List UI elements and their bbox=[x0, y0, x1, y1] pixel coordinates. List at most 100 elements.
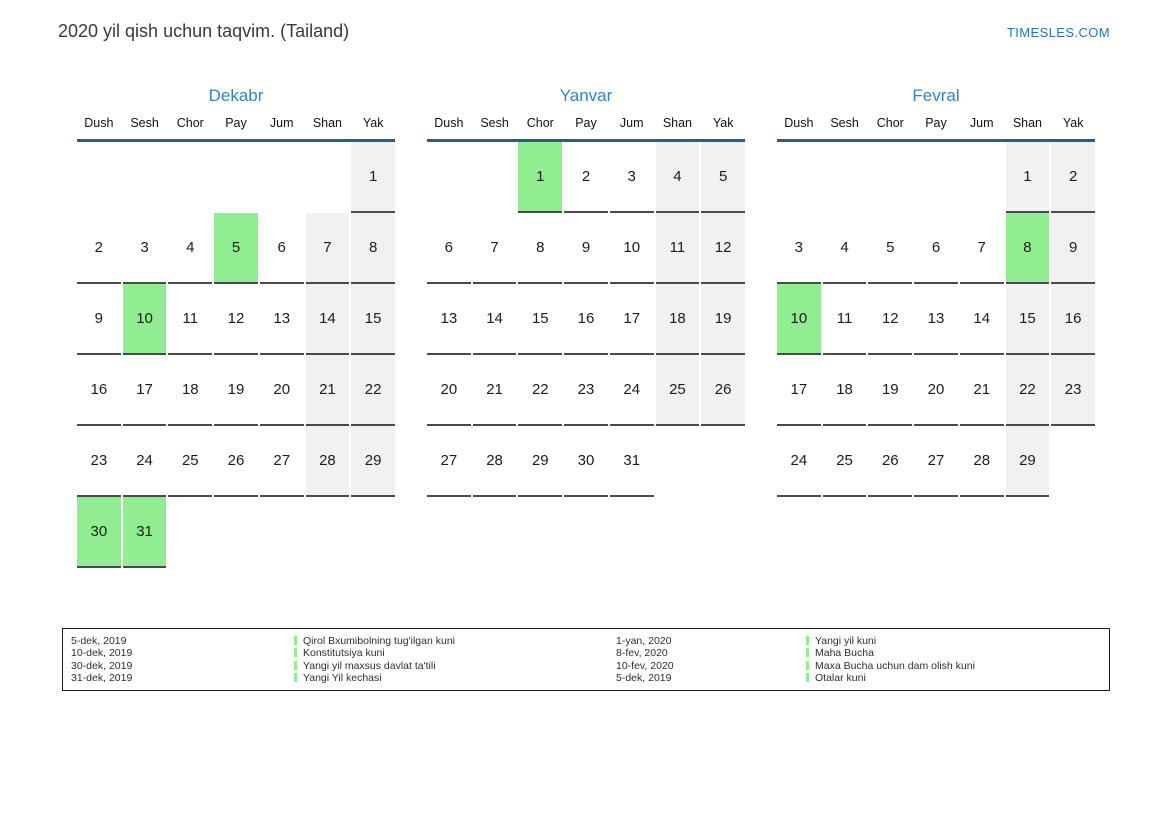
calendar-fevral: Fevral Dush Sesh Chor Pay Jum Shan Yak 1 2 3 4 5 6 7 8 9… bbox=[777, 85, 1095, 568]
legend-names-column: Qirol Bxumibolning tug'ilgan kuni Konstit… bbox=[294, 635, 616, 684]
day-cell: 28 bbox=[959, 426, 1004, 497]
day-cell: 16 bbox=[1051, 284, 1095, 355]
day-cell: 10 bbox=[609, 213, 654, 284]
day-cell: 22 bbox=[518, 355, 563, 426]
weekday-label: Chor bbox=[876, 116, 904, 130]
day-cell: 23 bbox=[77, 426, 121, 497]
day-cell: 26 bbox=[214, 426, 258, 497]
empty-cell bbox=[351, 497, 395, 568]
day-cell: 19 bbox=[868, 355, 913, 426]
calendars: Dekabr Dush Sesh Chor Pay Jum Shan Yak 1 2 3 4 5 6 7 8 9… bbox=[77, 85, 1095, 568]
weekday-header-row: Dush Sesh Chor Pay Jum Shan Yak bbox=[427, 116, 745, 142]
day-cell: 30 bbox=[564, 426, 608, 497]
site-link[interactable]: TIMESLES.COM bbox=[1006, 25, 1110, 40]
weekday-label: Jum bbox=[969, 116, 994, 130]
day-cell: 17 bbox=[777, 355, 821, 426]
weekday-label: Sesh bbox=[480, 116, 509, 130]
empty-cell bbox=[427, 142, 471, 213]
holiday-marker-icon bbox=[806, 648, 809, 658]
day-cell: 8 bbox=[351, 213, 395, 284]
weekday-label: Pay bbox=[925, 116, 947, 130]
day-cell: 14 bbox=[959, 284, 1004, 355]
legend-holiday-name: Maha Bucha bbox=[806, 647, 1109, 659]
empty-cell bbox=[960, 142, 1004, 213]
day-cell: 28 bbox=[305, 426, 350, 497]
day-cell: 15 bbox=[351, 284, 395, 355]
day-cell: 18 bbox=[168, 355, 213, 426]
day-cell: 23 bbox=[564, 355, 608, 426]
holiday-marker-icon bbox=[806, 660, 809, 670]
holiday-marker-icon bbox=[806, 635, 809, 645]
day-cell: 14 bbox=[472, 284, 517, 355]
weekday-label: Yak bbox=[1062, 116, 1084, 130]
legend-date: 10-dek, 2019 bbox=[71, 647, 133, 660]
holiday-marker-icon bbox=[294, 648, 297, 658]
legend-date: 10-fev, 2020 bbox=[616, 659, 674, 672]
day-cell: 18 bbox=[655, 284, 700, 355]
weekday-label: Yak bbox=[362, 116, 384, 130]
day-cell: 27 bbox=[914, 426, 958, 497]
day-cell: 5 bbox=[868, 213, 913, 284]
day-cell: 26 bbox=[701, 355, 745, 426]
legend-date: 5-dek, 2019 bbox=[616, 671, 672, 684]
day-cell: 1 bbox=[1005, 142, 1050, 213]
day-cell: 16 bbox=[77, 355, 121, 426]
day-cell: 20 bbox=[259, 355, 304, 426]
day-cell: 4 bbox=[655, 142, 700, 213]
empty-cell bbox=[214, 497, 258, 568]
day-cell: 6 bbox=[914, 213, 958, 284]
day-cell: 17 bbox=[122, 355, 167, 426]
empty-cell bbox=[473, 142, 517, 213]
weekday-header-row: Dush Sesh Chor Pay Jum Shan Yak bbox=[77, 116, 395, 142]
day-cell: 25 bbox=[655, 355, 700, 426]
calendar-dekabr: Dekabr Dush Sesh Chor Pay Jum Shan Yak 1 2 3 4 5 6 7 8 9… bbox=[77, 85, 395, 568]
weekday-label: Chor bbox=[526, 116, 554, 130]
month-title-fevral: Fevral bbox=[912, 86, 960, 105]
weekday-label: Shan bbox=[662, 116, 693, 130]
weekday-label: Shan bbox=[312, 116, 343, 130]
day-cell: 22 bbox=[351, 355, 395, 426]
day-cell: 12 bbox=[868, 284, 913, 355]
day-cell: 17 bbox=[609, 284, 654, 355]
legend: 5-dek, 2019 10-dek, 2019 30-dek, 2019 31-de… bbox=[62, 628, 1110, 691]
empty-cell bbox=[868, 142, 912, 213]
day-cell: 20 bbox=[914, 355, 958, 426]
day-cell: 13 bbox=[427, 284, 471, 355]
day-cell: 5 bbox=[214, 213, 258, 284]
month-title-dekabr: Dekabr bbox=[208, 86, 264, 105]
day-cell: 29 bbox=[1005, 426, 1050, 497]
day-cell: 15 bbox=[1005, 284, 1050, 355]
weekday-label: Pay bbox=[225, 116, 247, 130]
day-cell: 15 bbox=[518, 284, 563, 355]
day-cell: 19 bbox=[701, 284, 745, 355]
day-cell: 11 bbox=[168, 284, 213, 355]
day-cell: 12 bbox=[214, 284, 258, 355]
empty-cell bbox=[260, 497, 304, 568]
day-cell: 21 bbox=[959, 355, 1004, 426]
day-cell: 20 bbox=[427, 355, 471, 426]
day-cell: 3 bbox=[122, 213, 167, 284]
weekday-label: Sesh bbox=[130, 116, 159, 130]
day-cell: 9 bbox=[564, 213, 608, 284]
day-cell: 23 bbox=[1051, 355, 1095, 426]
day-cell: 4 bbox=[822, 213, 867, 284]
day-cell: 9 bbox=[1051, 213, 1095, 284]
day-cell: 27 bbox=[259, 426, 304, 497]
day-cell: 16 bbox=[564, 284, 608, 355]
month-grid-yanvar: 1 2 3 4 5 6 7 8 9 10 11 12 13 14 15 16 17 18 19 20 21 22 23 24 2… bbox=[427, 142, 745, 497]
day-cell: 11 bbox=[655, 213, 700, 284]
empty-cell bbox=[701, 426, 745, 497]
day-cell: 2 bbox=[564, 142, 608, 213]
legend-date: 8-fev, 2020 bbox=[616, 647, 668, 660]
weekday-label: Jum bbox=[619, 116, 644, 130]
day-cell: 7 bbox=[472, 213, 517, 284]
day-cell: 24 bbox=[122, 426, 167, 497]
day-cell: 8 bbox=[1005, 213, 1050, 284]
empty-cell bbox=[214, 142, 258, 213]
weekday-label: Dush bbox=[434, 116, 464, 130]
empty-cell bbox=[260, 142, 304, 213]
empty-cell bbox=[306, 142, 350, 213]
day-cell: 13 bbox=[914, 284, 958, 355]
day-cell: 13 bbox=[259, 284, 304, 355]
day-cell: 6 bbox=[427, 213, 471, 284]
